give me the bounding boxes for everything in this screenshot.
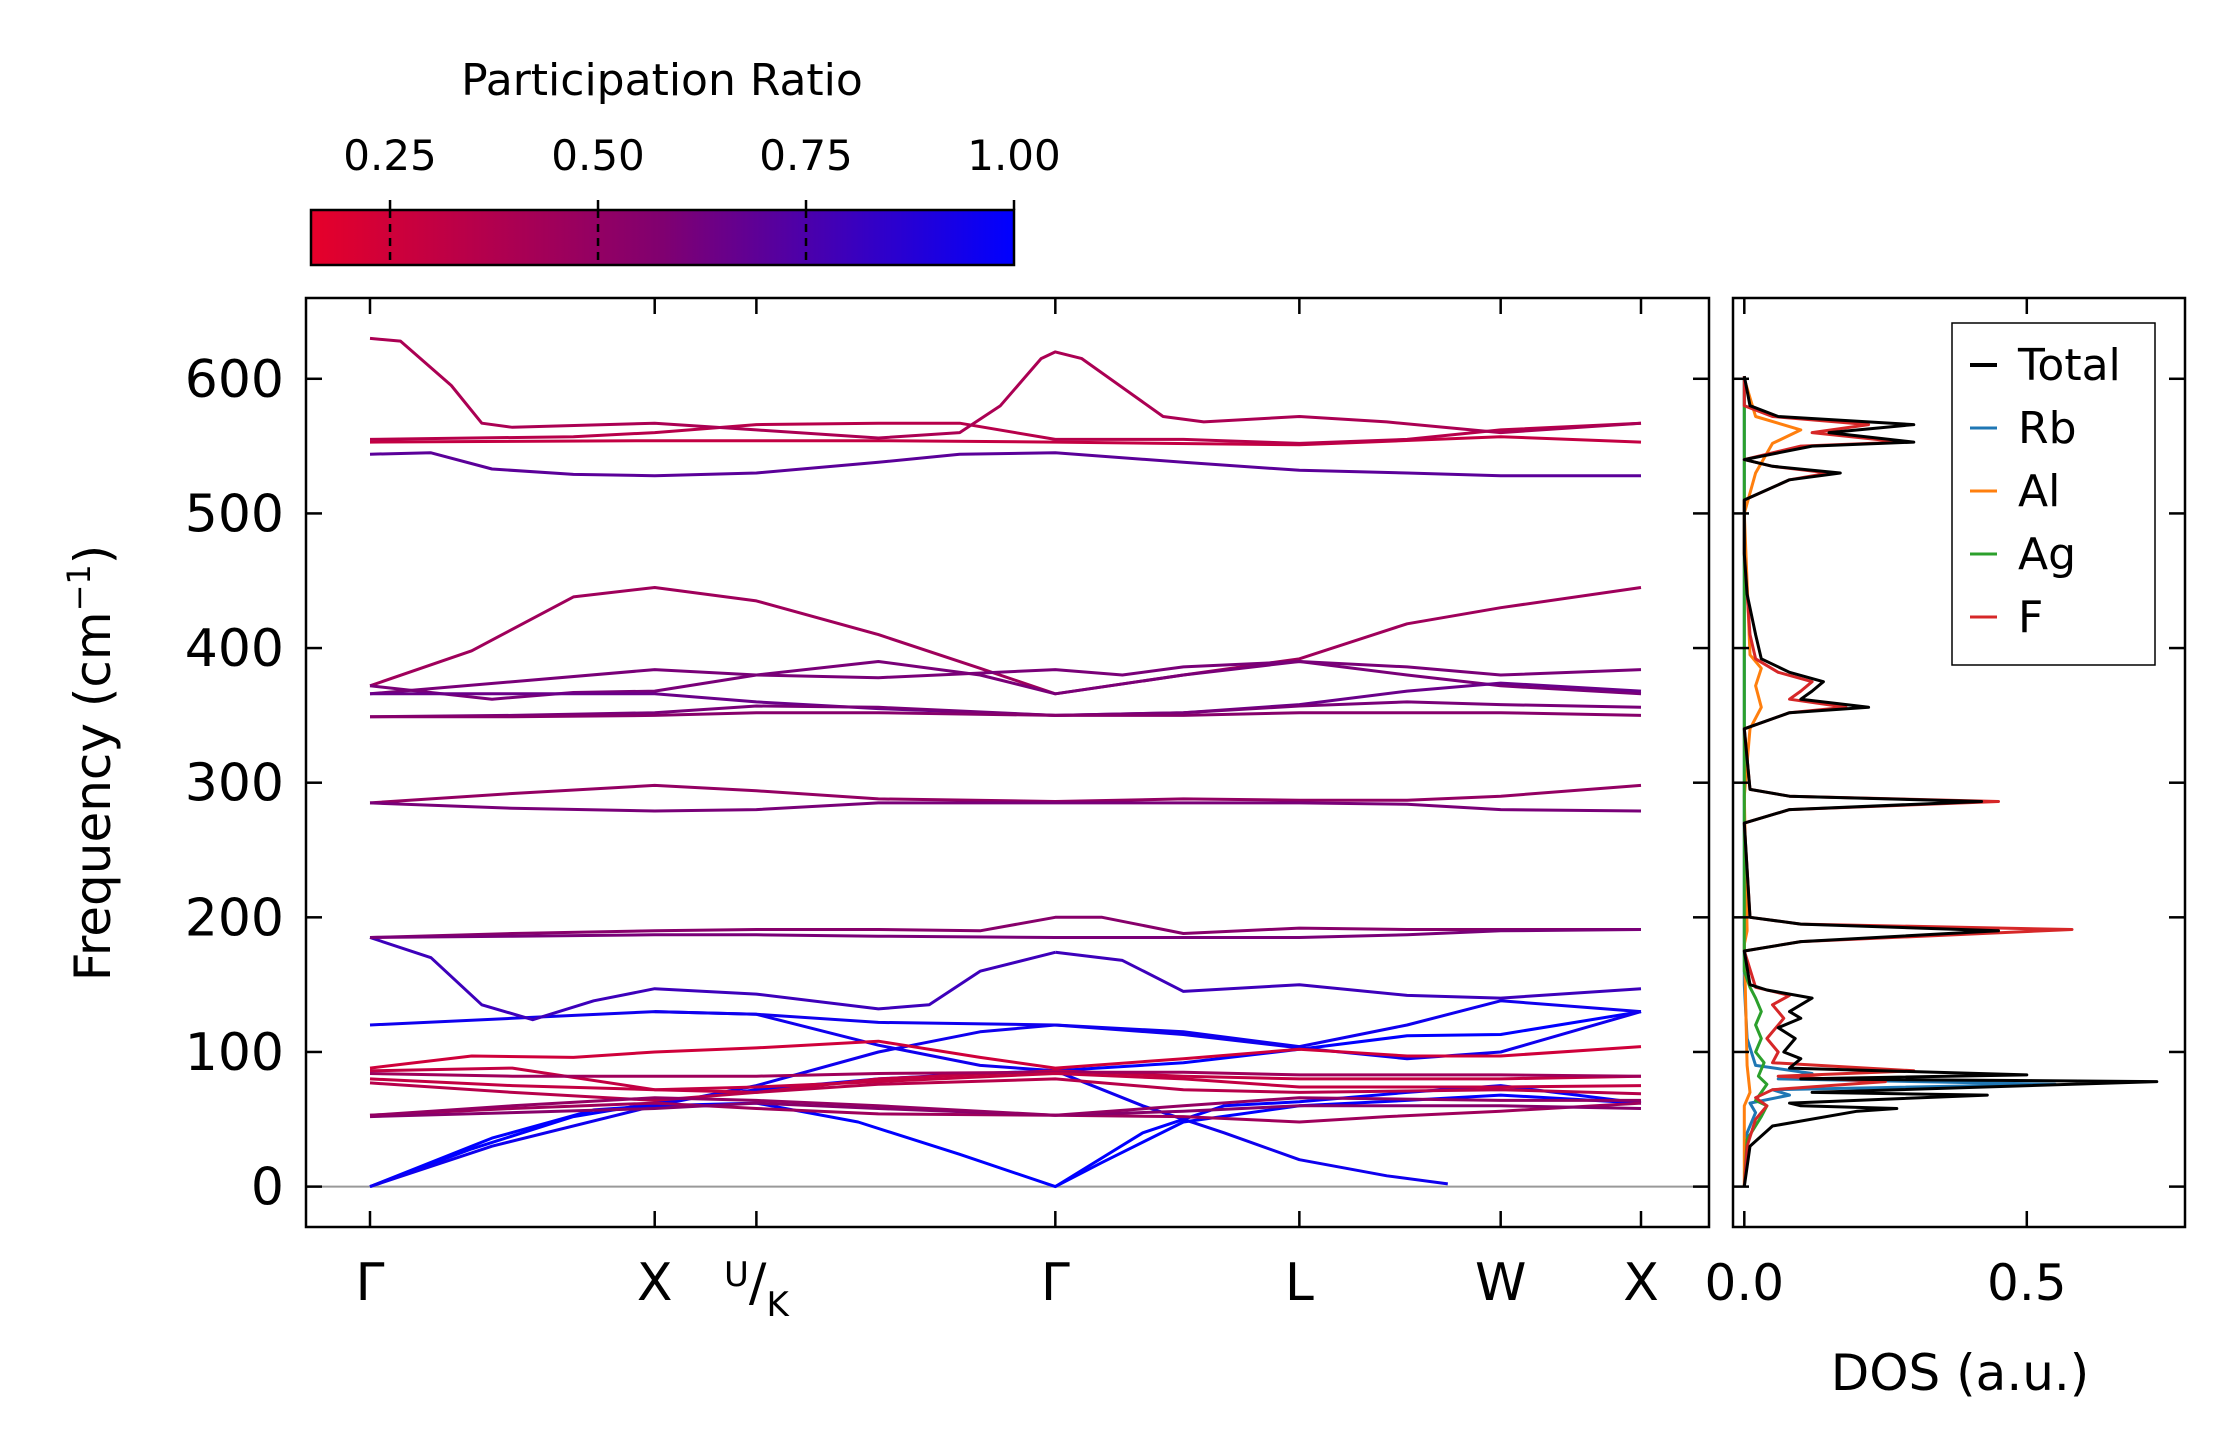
colorbar-title: Participation Ratio [461, 55, 863, 106]
phonon-band-13 [369, 660, 1642, 696]
ytick-label: 100 [185, 1023, 284, 1083]
kpoint-label-slash: / [749, 1253, 767, 1313]
legend-label-ag: Ag [2018, 529, 2076, 580]
phonon-band-26 [369, 1077, 1642, 1102]
frequency-axis-label-exponent: −1 [60, 564, 98, 611]
band-structure-frame [304, 296, 1711, 1229]
colorbar-ticks: 0.25 0.50 0.75 1.00 [343, 131, 1061, 265]
legend-label-f: F [2018, 592, 2043, 643]
phonon-band-7 [1055, 950, 1642, 1000]
dos-ticks: 0.0 0.5 [1705, 298, 2067, 1312]
phonon-band-29 [369, 1096, 1641, 1117]
colorbar-gradient [309, 208, 1016, 267]
phonon-band-24 [369, 1070, 1642, 1078]
kpoint-label-sup: U [724, 1255, 749, 1295]
kpoint-label: X [1623, 1253, 1659, 1313]
phonon-band-22 [369, 1039, 1642, 1070]
phonon-band-12 [369, 586, 1642, 696]
dos-curves [1742, 375, 2159, 1187]
phonon-bands [369, 336, 1642, 1189]
phonon-band-2 [654, 1010, 1448, 1186]
phonon-band-21 [369, 336, 1642, 440]
kpoint-label: Γ [356, 1253, 385, 1313]
kpoint-label: W [1475, 1253, 1526, 1313]
frequency-axis-label-main: Frequency (cm [64, 611, 122, 981]
ytick-label: 300 [185, 754, 284, 814]
ytick-label: 0 [251, 1158, 284, 1218]
legend-label-rb: Rb [2018, 403, 2077, 454]
dos-xtick-label: 0.0 [1705, 1254, 1785, 1312]
phonon-band-8 [369, 915, 1641, 939]
ytick-label: 600 [185, 350, 284, 410]
colorbar-tick-label: 0.25 [343, 131, 437, 180]
ytick-label: 200 [185, 888, 284, 948]
phonon-band-23 [369, 1066, 1642, 1094]
ytick-label: 400 [185, 619, 284, 679]
colorbar-tick-label: 0.75 [759, 131, 853, 180]
kpoint-label: L [1285, 1253, 1314, 1313]
phonon-band-25 [369, 1072, 1642, 1092]
kpoint-label: U/K [724, 1253, 790, 1325]
phonon-band-11 [369, 801, 1642, 813]
frequency-axis-label-close: ) [64, 545, 122, 565]
phonon-band-20 [369, 421, 1642, 445]
dos-frequency-ticks [1733, 377, 2185, 1188]
ytick-label: 500 [185, 484, 284, 544]
phonon-band-19 [369, 435, 1642, 447]
dos-legend: Total Rb Al Ag F [1951, 322, 2156, 666]
kpoint-label: X [637, 1253, 673, 1313]
legend-label-total: Total [2017, 340, 2121, 391]
kpoint-label: Γ [1041, 1253, 1070, 1313]
frequency-ticks: 0 100 200 300 400 500 600 [185, 350, 1709, 1218]
phonon-band-17 [370, 711, 1642, 719]
dos-panel: 0.0 0.5 DOS (a.u.) Total Rb Al Ag F [1705, 296, 2187, 1402]
dos-axis-label: DOS (a.u.) [1831, 1344, 2090, 1402]
colorbar: Participation Ratio 0.25 0.50 0.75 1.00 [309, 55, 1061, 267]
dos-curve-al [1742, 378, 1803, 1187]
colorbar-tick-label: 0.50 [551, 131, 645, 180]
phonon-band-6 [369, 936, 1056, 1022]
kpoint-ticks: Γ X U/K Γ L W X [356, 298, 1659, 1325]
colorbar-tick-label: 1.00 [967, 131, 1061, 180]
band-structure-panel: 0 100 200 300 400 500 600 Γ X U/K Γ L W X Frequency … [60, 296, 1711, 1325]
phonon-band-5 [369, 999, 1642, 1189]
kpoint-label-sub: K [766, 1285, 790, 1325]
dos-legend-box [1951, 322, 2156, 666]
dos-curve-total [1742, 375, 2159, 1187]
dos-frame [1731, 296, 2187, 1229]
frequency-axis-label: Frequency (cm−1) [60, 545, 122, 982]
phonon-band-9 [369, 928, 1642, 939]
phonon-band-15 [370, 681, 1642, 717]
phonon-band-10 [369, 783, 1642, 805]
dos-xtick-label: 0.5 [1987, 1254, 2067, 1312]
legend-label-al: Al [2018, 466, 2060, 517]
phonon-band-18 [369, 451, 1641, 478]
